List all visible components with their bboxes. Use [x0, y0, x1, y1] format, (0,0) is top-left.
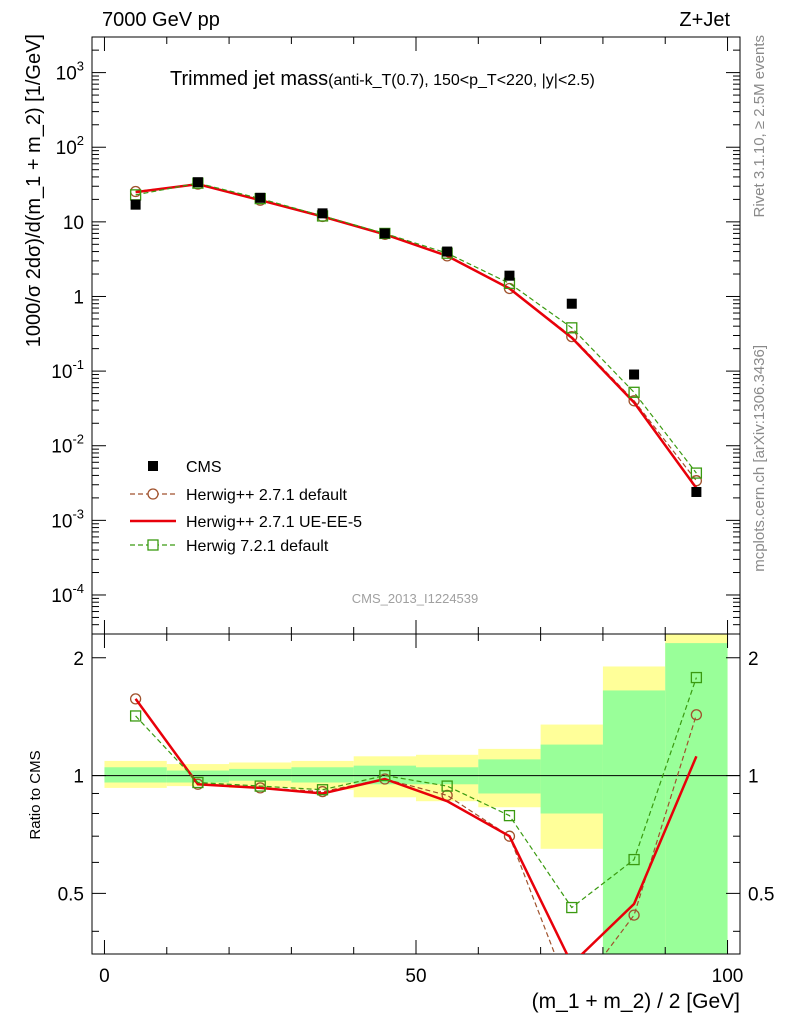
legend-label: CMS: [186, 459, 222, 476]
ratio-point: [316, 784, 329, 796]
header-left: 7000 GeV pp: [102, 9, 220, 31]
y-tick-exponent: 2: [77, 133, 84, 148]
x-tick-label: 100: [712, 966, 744, 987]
band-green-7: [540, 744, 603, 814]
y-tick-label: 10-2: [51, 432, 84, 458]
y-tick-label: 10: [63, 213, 84, 234]
side-label-mcplots: mcplots.cern.ch [arXiv:1306.3436]: [751, 345, 768, 572]
y-tick-base: 10: [51, 437, 72, 458]
ratio-point: [690, 709, 703, 721]
y-tick-exponent: 3: [77, 59, 84, 74]
band-green-3: [291, 767, 354, 783]
y-tick-label: 1: [73, 287, 84, 308]
header-right: Z+Jet: [679, 9, 730, 31]
y-axis-label: 1000/σ 2dσ)/d(m_1 + m_2) [1/GeV]: [23, 34, 45, 347]
x-axis-label: (m_1 + m_2) / 2 [GeV]: [532, 990, 740, 1013]
band-green-9: [665, 643, 728, 954]
cms-data-point: [629, 369, 640, 380]
cms-data-point: [192, 177, 203, 188]
axis-ticks: [92, 36, 740, 954]
series-point: [628, 395, 640, 407]
y-tick-exponent: -1: [72, 357, 84, 372]
y-tick-base: 10: [56, 138, 77, 159]
ratio-point: [379, 769, 391, 782]
series-point: [690, 467, 703, 479]
ratio-tick-label: 1: [73, 767, 84, 788]
x-tick-label: 0: [99, 966, 110, 987]
cms-data-point: [317, 208, 328, 219]
plot-title-detail: (anti-k_T(0.7), 150<p_T<220, |y|<2.5): [328, 72, 595, 89]
band-green-0: [104, 767, 167, 783]
y-tick-exponent: -2: [72, 432, 84, 447]
y-tick-base: 10: [51, 511, 72, 532]
series-point: [628, 386, 640, 398]
y-tick-label: 103: [56, 59, 84, 85]
y-tick-base: 10: [51, 586, 72, 607]
ratio-point: [441, 780, 453, 792]
ratio-line-3: [135, 677, 697, 909]
series-point: [566, 322, 578, 334]
series-line-3: [135, 182, 697, 474]
ratio-point: [129, 693, 142, 705]
band-green-2: [229, 768, 292, 781]
legend: CMS Herwig++ 2.7.1 default Herwig++ 2.7.1 …: [130, 459, 362, 555]
series-point: [566, 330, 578, 343]
ratio-point: [628, 909, 640, 921]
watermark: CMS_2013_I1224539: [352, 591, 479, 606]
plot-title-main: Trimmed jet mass: [170, 68, 328, 90]
legend-label: Herwig++ 2.7.1 default: [186, 487, 348, 504]
cms-data-point: [691, 486, 702, 497]
ratio-tick-label-right: 1: [748, 767, 759, 788]
cms-data-point: [504, 270, 515, 281]
series-line-2: [135, 182, 698, 489]
ratio-point: [503, 830, 516, 842]
ratio-tick-label-right: 2: [748, 649, 759, 670]
ratio-point: [503, 809, 516, 822]
y-tick-exponent: -3: [72, 506, 84, 521]
ratio-tick-label-right: 0.5: [748, 884, 774, 905]
band-green-1: [166, 770, 230, 783]
legend-marker: [147, 488, 159, 500]
cms-data-point: [442, 246, 453, 257]
ratio-point: [254, 780, 266, 792]
cms-data-point: [130, 199, 141, 210]
ratio-point: [690, 671, 703, 684]
y-tick-label: 102: [56, 133, 84, 159]
legend-marker-cms: [148, 461, 158, 471]
ratio-tick-label: 2: [73, 649, 84, 670]
y-tick-exponent: -4: [72, 581, 84, 596]
cms-data-point: [379, 228, 390, 239]
ratio-tick-label: 0.5: [58, 884, 84, 905]
ratio-point: [628, 853, 640, 866]
ratio-point: [192, 776, 204, 789]
y-tick-label: 10-1: [51, 357, 84, 383]
ratio-point: [566, 901, 578, 914]
cms-data-point: [566, 298, 577, 309]
band-green-4: [353, 765, 416, 785]
y-tick-base: 10: [63, 213, 84, 234]
plot-title: Trimmed jet mass(anti-k_T(0.7), 150<p_T<…: [170, 68, 595, 90]
legend-label: Herwig++ 2.7.1 UE-EE-5: [186, 514, 362, 531]
y-tick-label: 10-3: [51, 506, 84, 532]
band-green-8: [602, 690, 666, 954]
ratio-line-2: [134, 698, 698, 954]
ratio-point: [129, 710, 142, 722]
cms-data-point: [255, 192, 266, 203]
side-label-rivet: Rivet 3.1.10, ≥ 2.5M events: [751, 35, 768, 218]
legend-marker: [147, 539, 159, 551]
x-tick-label: 50: [405, 966, 426, 987]
y-tick-base: 10: [51, 362, 72, 383]
y-tick-base: 10: [56, 64, 77, 85]
legend-label: Herwig 7.2.1 default: [186, 538, 329, 555]
y-tick-label: 10-4: [51, 581, 84, 607]
band-green-6: [478, 759, 541, 794]
y-tick-base: 1: [73, 287, 84, 308]
series-layer: [129, 177, 703, 954]
ratio-y-axis-label: Ratio to CMS: [27, 750, 44, 839]
